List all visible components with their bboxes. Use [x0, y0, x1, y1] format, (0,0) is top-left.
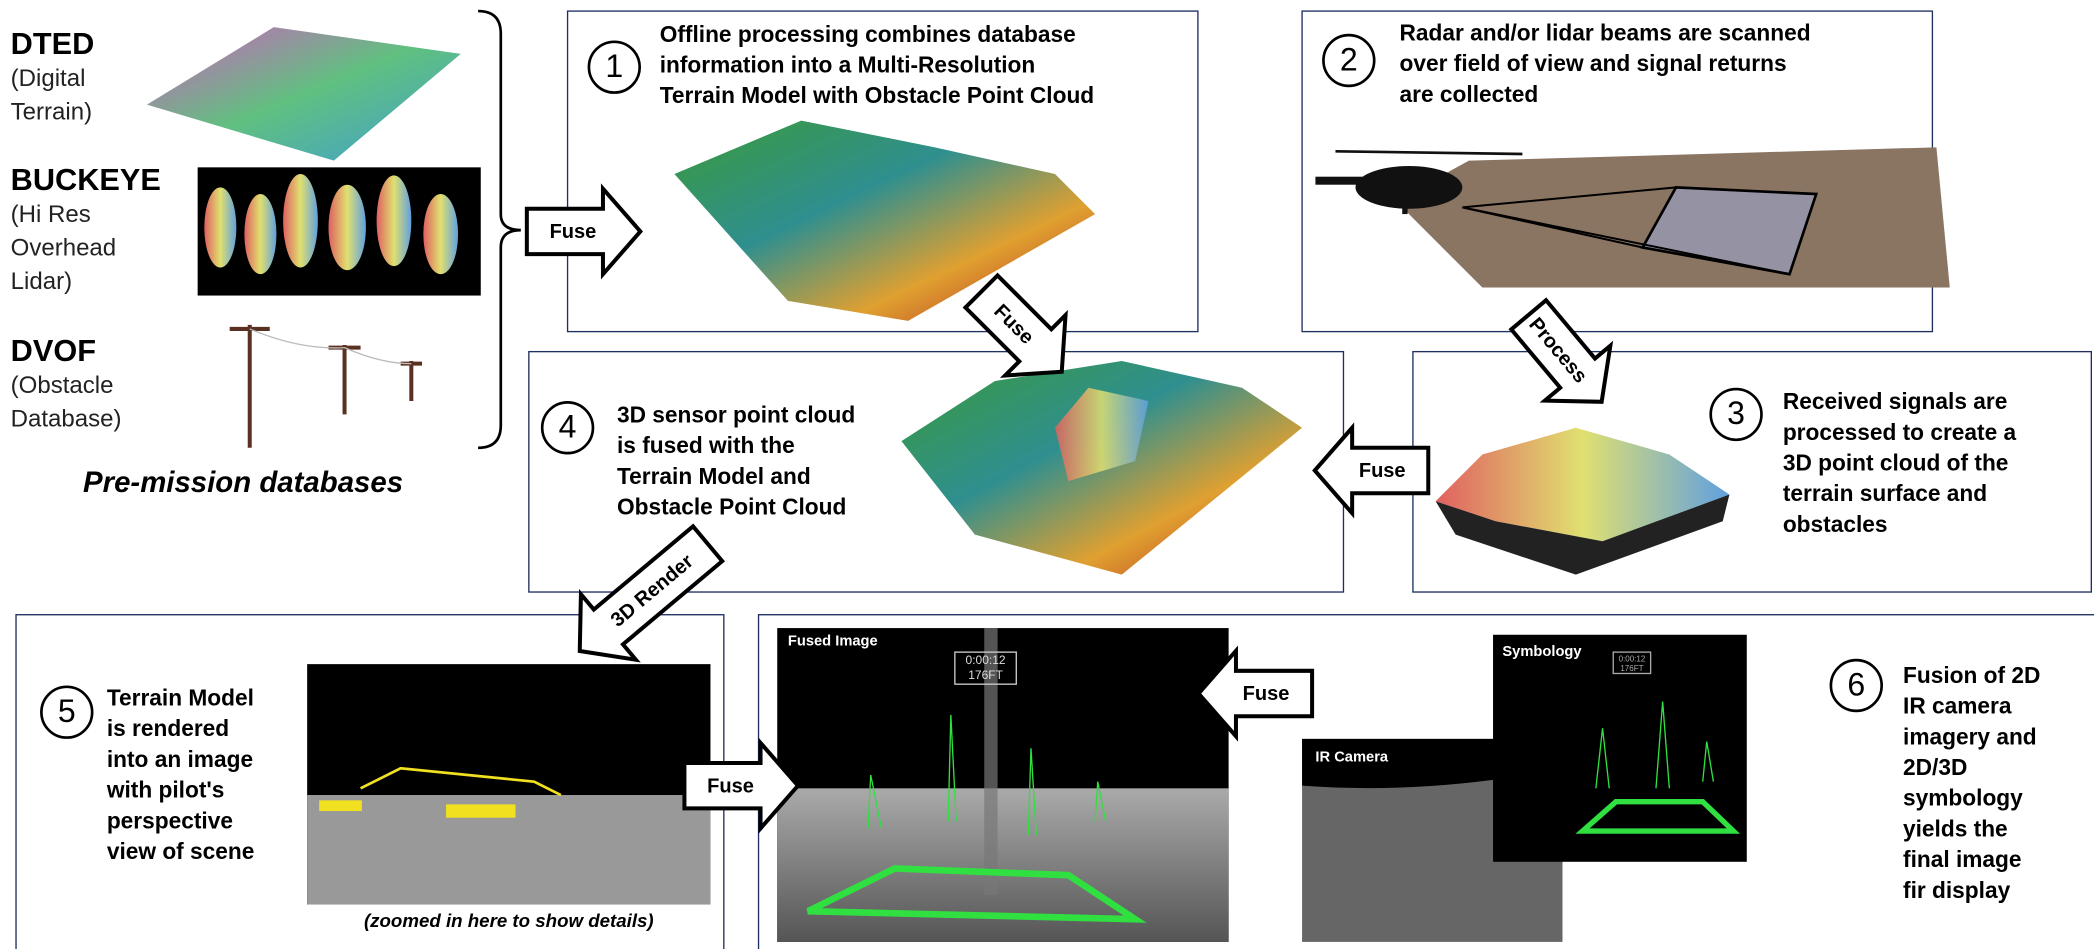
step-text: Fusion of 2D: [1903, 662, 2040, 688]
step-text: fir display: [1903, 877, 2011, 903]
step-number: 3: [1727, 395, 1745, 431]
step-text: final image: [1903, 846, 2022, 872]
step-text: symbology: [1903, 785, 2023, 811]
page: DTED (Digital Terrain) BUCKEYE (Hi Res Overhe…: [0, 0, 2094, 949]
step-text: into an image: [107, 746, 253, 772]
bracket: [478, 11, 521, 448]
panel-label: Fused Image: [788, 633, 878, 649]
step-number: 5: [58, 693, 76, 729]
step-number: 2: [1340, 41, 1358, 77]
step-number: 4: [559, 409, 577, 445]
arrow-label: Fuse: [550, 221, 597, 243]
database-description: Overhead: [11, 234, 116, 261]
step-text: are collected: [1400, 81, 1539, 107]
step-text: Terrain Model with Obstacle Point Cloud: [660, 82, 1094, 108]
step-text: Terrain Model: [107, 685, 254, 711]
step-text: processed to create a: [1783, 419, 2017, 445]
arrow-label: Fuse: [707, 775, 754, 797]
hud-altitude: 176FT: [968, 668, 1003, 682]
step-number: 6: [1847, 666, 1865, 702]
database-name: BUCKEYE: [11, 162, 161, 197]
hud-time: 0:00:12: [1619, 654, 1646, 663]
diagram: DTED (Digital Terrain) BUCKEYE (Hi Res Overhe…: [0, 0, 2094, 949]
database-name: DVOF: [11, 333, 96, 368]
database-description: (Obstacle: [11, 372, 114, 399]
step-text: obstacles: [1783, 511, 1888, 537]
step-text: 3D point cloud of the: [1783, 449, 2009, 475]
database-description: (Digital: [11, 65, 86, 92]
power-poles: [230, 325, 422, 448]
hud-altitude: 176FT: [1620, 664, 1643, 673]
step-text: imagery and: [1903, 723, 2037, 749]
step-text: 3D sensor point cloud: [617, 401, 855, 427]
step-text: is fused with the: [617, 432, 795, 458]
database-description: Database): [11, 405, 122, 432]
dted-image: [147, 27, 461, 161]
panel-label: IR Camera: [1315, 750, 1388, 766]
step-number: 1: [605, 48, 623, 84]
database-description: Terrain): [11, 98, 92, 125]
step-text: is rendered: [107, 715, 229, 741]
step-text: view of scene: [107, 838, 255, 864]
step-text: terrain surface and: [1783, 480, 1987, 506]
step-text: 2D/3D: [1903, 754, 1967, 780]
step-text: perspective: [107, 807, 233, 833]
hud-time: 0:00:12: [966, 653, 1006, 667]
step-text: Offline processing combines database: [660, 21, 1076, 47]
step-text: IR camera: [1903, 693, 2012, 719]
step-text: Radar and/or lidar beams are scanned: [1400, 19, 1811, 45]
panel-label: Symbology: [1502, 644, 1582, 660]
step-text: Received signals are: [1783, 388, 2007, 414]
arrow-label: Fuse: [1243, 683, 1290, 705]
arrow-label: Fuse: [1359, 460, 1406, 482]
database-name: DTED: [11, 26, 95, 61]
render-note: (zoomed in here to show details): [364, 910, 654, 931]
step-text: information into a Multi-Resolution: [660, 52, 1036, 78]
database-description: Lidar): [11, 268, 72, 295]
step-text: with pilot's: [106, 777, 225, 803]
step-text: Obstacle Point Cloud: [617, 494, 846, 520]
database-description: (Hi Res: [11, 201, 91, 228]
step-text: over field of view and signal returns: [1400, 50, 1787, 76]
step-text: yields the: [1903, 815, 2008, 841]
step-text: Terrain Model and: [617, 463, 811, 489]
caption: Pre-mission databases: [83, 466, 403, 499]
